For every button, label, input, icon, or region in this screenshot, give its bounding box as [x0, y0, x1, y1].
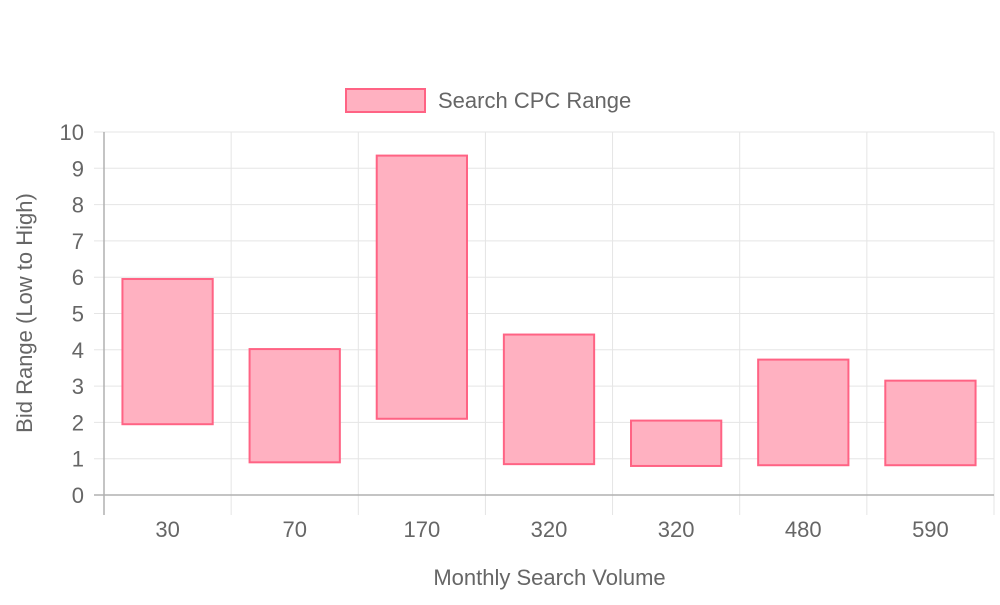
x-tick-label: 590 — [912, 517, 949, 542]
x-tick-label: 170 — [403, 517, 440, 542]
x-tick-label: 320 — [531, 517, 568, 542]
y-tick-label: 8 — [72, 193, 84, 218]
bar-range[interactable] — [757, 358, 850, 467]
x-tick-label: 480 — [785, 517, 822, 542]
bar-range[interactable] — [248, 348, 341, 464]
legend-label[interactable]: Search CPC Range — [438, 88, 631, 113]
y-tick-label: 2 — [72, 410, 84, 435]
y-tick-label: 3 — [72, 374, 84, 399]
y-axis-title: Bid Range (Low to High) — [12, 193, 37, 433]
y-tick-labels: 0 1 2 3 4 5 6 7 8 9 10 — [60, 120, 84, 508]
y-tick-label: 1 — [72, 447, 84, 472]
bar-range[interactable] — [121, 278, 214, 426]
y-tick-label: 5 — [72, 302, 84, 327]
x-tick-label: 30 — [155, 517, 179, 542]
legend-swatch[interactable] — [345, 88, 426, 113]
y-tick-label: 9 — [72, 156, 84, 181]
bar-range[interactable] — [375, 154, 468, 420]
x-axis-title: Monthly Search Volume — [433, 565, 665, 590]
x-tick-labels: 30 70 170 320 320 480 590 — [155, 517, 948, 542]
axes — [94, 132, 994, 515]
y-tick-label: 6 — [72, 265, 84, 290]
legend[interactable]: Search CPC Range — [345, 88, 631, 113]
bar-range[interactable] — [884, 379, 977, 467]
y-tick-label: 10 — [60, 120, 84, 145]
y-tick-label: 4 — [72, 338, 84, 363]
bar-range[interactable] — [630, 419, 723, 467]
bars — [121, 154, 977, 467]
y-tick-label: 0 — [72, 483, 84, 508]
y-tick-label: 7 — [72, 229, 84, 254]
x-tick-label: 70 — [282, 517, 306, 542]
x-tick-label: 320 — [658, 517, 695, 542]
bar-range[interactable] — [502, 333, 596, 466]
